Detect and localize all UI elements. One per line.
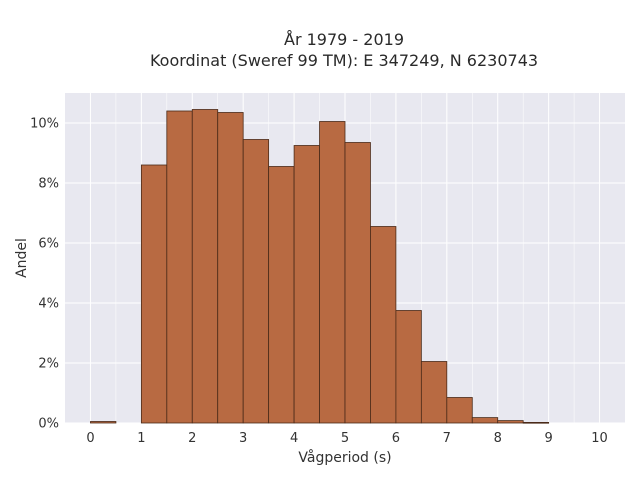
histogram-bar <box>293 145 320 424</box>
y-tick-label: 10% <box>30 117 59 132</box>
histogram-bar <box>344 142 371 424</box>
x-tick-label: 9 <box>544 431 552 446</box>
y-axis-label: Andel <box>14 238 30 278</box>
histogram-bar <box>446 397 473 424</box>
histogram-bar <box>140 164 168 424</box>
histogram-bar <box>90 421 117 424</box>
y-tick-label: 2% <box>38 357 59 372</box>
y-tick-label: 6% <box>38 237 59 252</box>
x-tick-label: 5 <box>341 431 349 446</box>
x-tick-label: 10 <box>591 431 608 446</box>
histogram-bar <box>497 420 524 424</box>
x-tick-label: 2 <box>188 431 196 446</box>
x-tick-label: 8 <box>494 431 502 446</box>
y-tick-label: 8% <box>38 177 59 192</box>
x-tick-label: 0 <box>86 431 94 446</box>
histogram-bar <box>395 310 422 424</box>
x-tick-label: 3 <box>239 431 247 446</box>
x-tick-label: 6 <box>392 431 400 446</box>
histogram-bar <box>191 109 219 424</box>
y-tick-label: 0% <box>38 417 59 432</box>
x-axis-label: Vågperiod (s) <box>298 449 391 466</box>
histogram-bar <box>522 421 550 424</box>
x-tick-label: 4 <box>290 431 298 446</box>
chart-title-line-1: År 1979 - 2019 <box>284 30 404 49</box>
y-tick-label: 4% <box>38 297 59 312</box>
histogram-bar <box>471 417 499 424</box>
histogram-bar <box>268 166 295 424</box>
histogram-bar <box>217 112 244 424</box>
histogram-bar <box>242 139 270 424</box>
x-tick-label: 1 <box>137 431 145 446</box>
x-axis-ticks: 0 1 2 3 4 5 6 7 8 9 10 <box>86 431 608 446</box>
histogram-bar <box>370 226 397 424</box>
histogram-bar <box>166 110 193 424</box>
histogram-bar <box>420 361 448 424</box>
x-tick-label: 7 <box>443 431 451 446</box>
y-axis-ticks: 0% 2% 4% 6% 8% 10% <box>30 117 59 432</box>
histogram-bar <box>319 121 346 424</box>
chart-title-line-2: Koordinat (Sweref 99 TM): E 347249, N 62… <box>150 51 538 70</box>
histogram-bars <box>90 109 550 424</box>
